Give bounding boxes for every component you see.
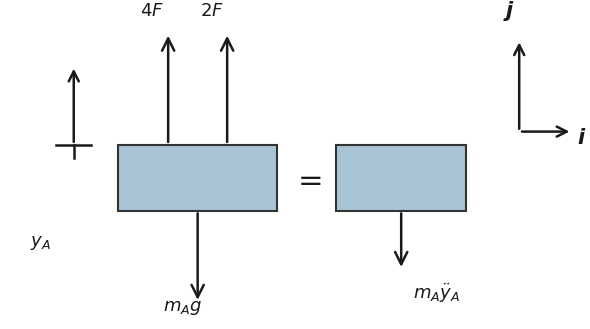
Text: $m_Ag$: $m_Ag$ xyxy=(163,299,202,317)
Bar xyxy=(336,145,466,211)
Text: $\boldsymbol{i}$: $\boldsymbol{i}$ xyxy=(577,128,586,148)
Text: $\boldsymbol{j}$: $\boldsymbol{j}$ xyxy=(503,0,515,23)
Text: $=$: $=$ xyxy=(291,165,322,194)
Text: $2F$: $2F$ xyxy=(201,2,224,20)
Bar xyxy=(118,145,277,211)
Text: $m_A\ddot{y}_A$: $m_A\ddot{y}_A$ xyxy=(413,281,460,305)
Text: $y_A$: $y_A$ xyxy=(30,235,51,252)
Text: $4F$: $4F$ xyxy=(140,2,164,20)
